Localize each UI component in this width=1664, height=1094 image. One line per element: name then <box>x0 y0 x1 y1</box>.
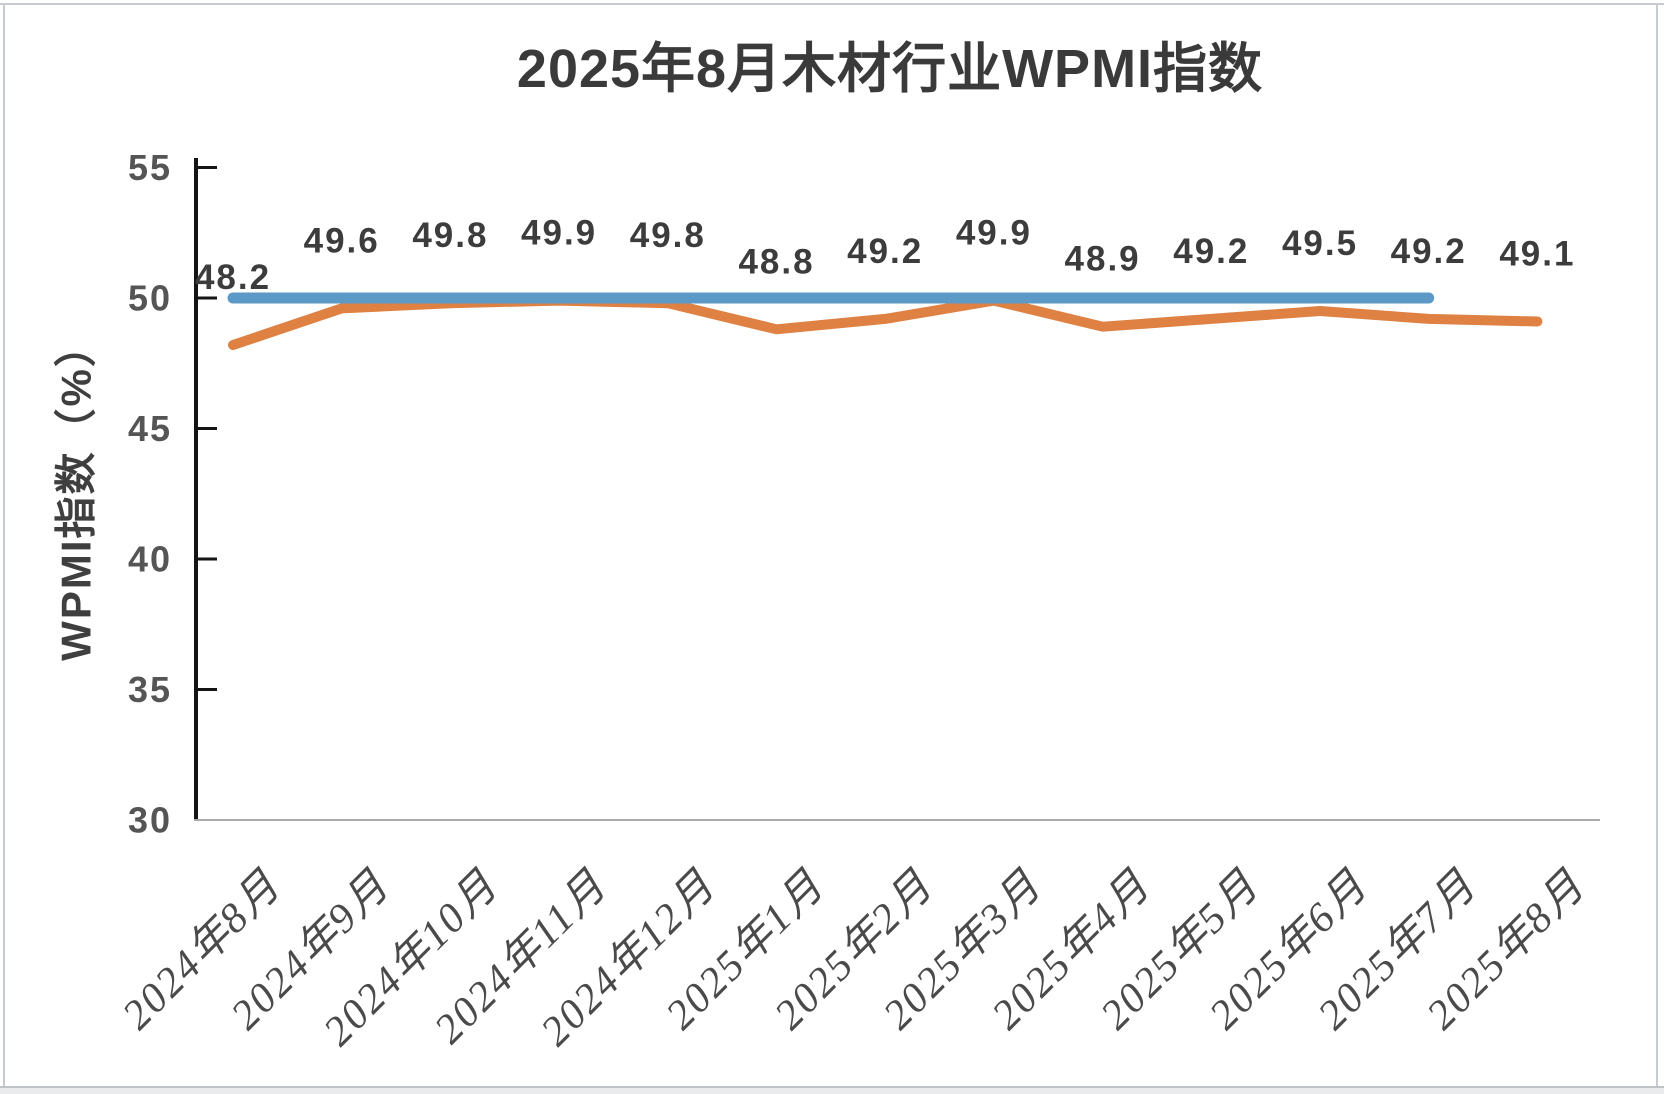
data-label: 49.8 <box>630 216 706 255</box>
data-label: 49.1 <box>1499 234 1575 273</box>
data-label: 49.9 <box>521 214 597 253</box>
frame-border-left <box>3 3 5 1087</box>
y-tick-label: 35 <box>128 669 172 710</box>
y-tick-label: 50 <box>128 278 172 319</box>
data-label: 49.2 <box>1391 232 1467 271</box>
data-label: 49.8 <box>412 216 488 255</box>
frame-bottom-strip <box>0 1086 1664 1094</box>
y-axis-title: WPMI指数（%） <box>53 323 100 661</box>
data-label: 49.2 <box>847 232 923 271</box>
y-tick-label: 40 <box>128 539 172 580</box>
data-label: 48.2 <box>195 258 271 297</box>
data-label: 49.9 <box>956 214 1032 253</box>
data-label: 49.2 <box>1173 232 1249 271</box>
data-label: 48.9 <box>1065 240 1141 279</box>
frame-border-right <box>1656 3 1658 1087</box>
y-tick-label: 45 <box>128 408 172 449</box>
y-tick-label: 55 <box>128 147 172 188</box>
chart-title: 2025年8月木材行业WPMI指数 <box>516 39 1264 99</box>
wpmi-series-line <box>228 295 1543 350</box>
data-label: 49.6 <box>304 221 380 260</box>
y-tick-label: 30 <box>128 800 172 841</box>
frame-border-top <box>0 3 1664 5</box>
data-label: 48.8 <box>738 242 814 281</box>
data-label: 49.5 <box>1282 224 1358 263</box>
